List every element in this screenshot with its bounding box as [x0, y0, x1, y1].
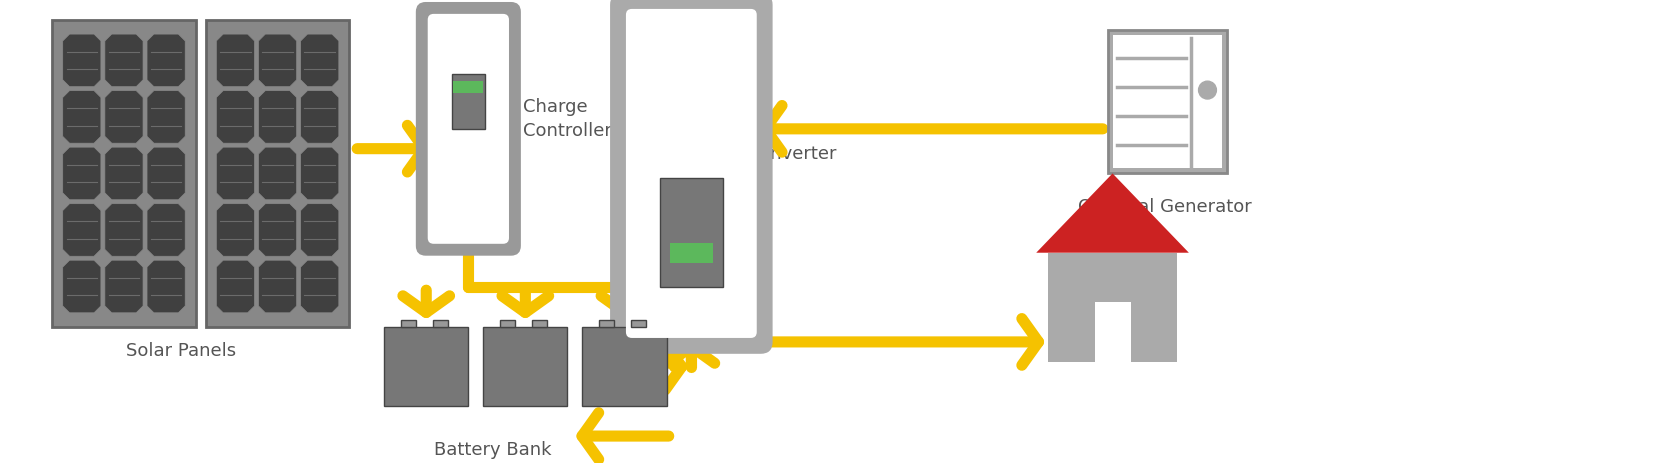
Polygon shape: [259, 34, 297, 87]
Polygon shape: [301, 204, 339, 256]
Polygon shape: [217, 204, 254, 256]
Polygon shape: [62, 147, 101, 200]
Bar: [670, 243, 712, 263]
Bar: [501, 320, 516, 327]
Bar: [402, 320, 417, 327]
Polygon shape: [217, 34, 254, 87]
Polygon shape: [301, 34, 339, 87]
Bar: [452, 75, 486, 129]
Polygon shape: [259, 147, 297, 200]
Polygon shape: [259, 91, 297, 143]
Polygon shape: [104, 204, 143, 256]
Polygon shape: [104, 260, 143, 313]
Bar: [454, 81, 484, 93]
Bar: [1112, 35, 1221, 169]
Polygon shape: [62, 204, 101, 256]
Bar: [1094, 302, 1131, 362]
Polygon shape: [301, 91, 339, 143]
Bar: [385, 327, 469, 407]
Polygon shape: [104, 34, 143, 87]
Text: Optional Generator: Optional Generator: [1079, 198, 1252, 216]
Polygon shape: [301, 260, 339, 313]
Polygon shape: [217, 260, 254, 313]
Polygon shape: [62, 34, 101, 87]
Polygon shape: [104, 147, 143, 200]
Polygon shape: [62, 260, 101, 313]
Polygon shape: [148, 34, 185, 87]
FancyBboxPatch shape: [52, 20, 197, 327]
Polygon shape: [301, 147, 339, 200]
Text: Inverter: Inverter: [766, 144, 837, 163]
FancyBboxPatch shape: [417, 2, 521, 256]
Polygon shape: [259, 260, 297, 313]
FancyBboxPatch shape: [610, 0, 773, 354]
Polygon shape: [259, 204, 297, 256]
Polygon shape: [148, 91, 185, 143]
Polygon shape: [217, 147, 254, 200]
Circle shape: [1198, 81, 1216, 99]
Bar: [533, 320, 548, 327]
Polygon shape: [217, 91, 254, 143]
FancyBboxPatch shape: [428, 14, 509, 244]
Polygon shape: [1037, 174, 1189, 253]
Polygon shape: [148, 147, 185, 200]
Bar: [583, 327, 667, 407]
Polygon shape: [148, 260, 185, 313]
Polygon shape: [148, 204, 185, 256]
Bar: [1048, 253, 1178, 362]
Polygon shape: [62, 91, 101, 143]
Polygon shape: [104, 91, 143, 143]
Bar: [433, 320, 449, 327]
Bar: [600, 320, 615, 327]
Text: Charge
Controller: Charge Controller: [522, 98, 612, 140]
Text: Solar Panels: Solar Panels: [126, 342, 235, 360]
Bar: [484, 327, 568, 407]
Bar: [632, 320, 647, 327]
Text: Battery Bank: Battery Bank: [435, 441, 551, 459]
FancyBboxPatch shape: [205, 20, 349, 327]
FancyBboxPatch shape: [1107, 30, 1226, 174]
Bar: [660, 178, 722, 288]
FancyBboxPatch shape: [627, 9, 756, 338]
